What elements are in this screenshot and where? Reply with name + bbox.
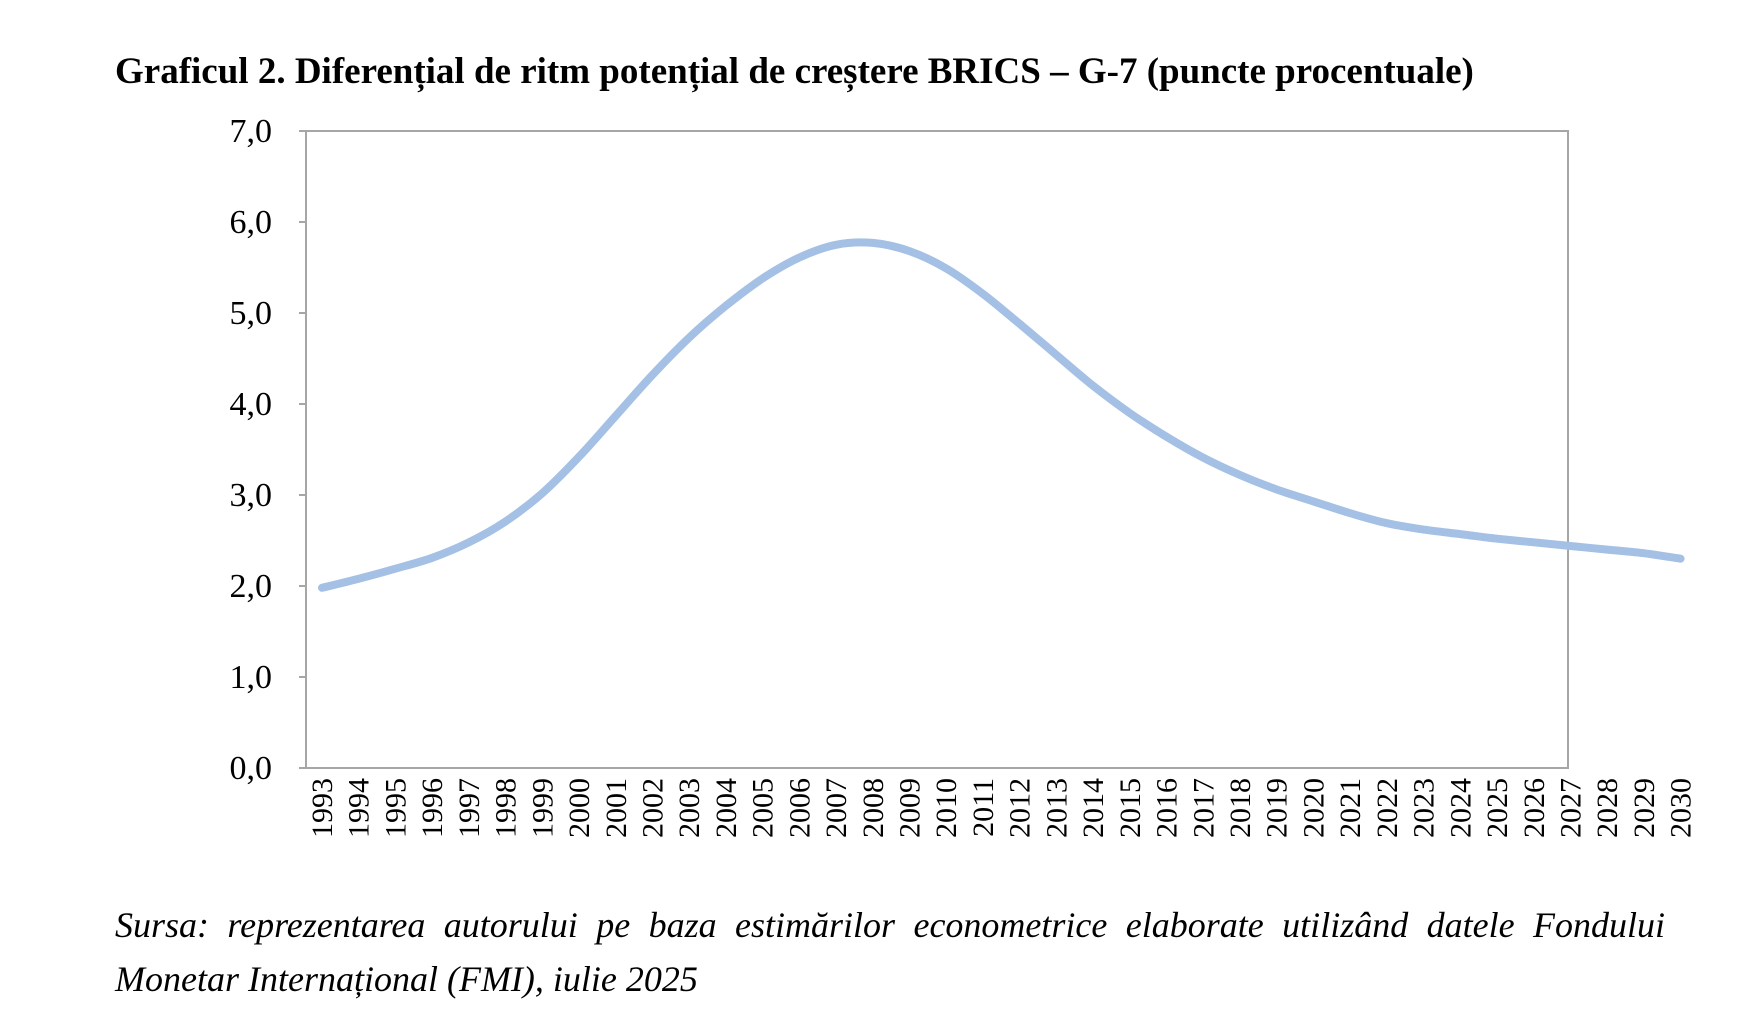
data-point <box>540 491 544 495</box>
y-tick-label: 7,0 <box>230 113 273 150</box>
data-point <box>320 586 324 590</box>
data-point <box>1091 384 1095 388</box>
data-point <box>687 336 691 340</box>
x-tick-label: 2003 <box>673 778 706 838</box>
series-layer <box>318 238 1685 592</box>
x-tick-label: 2028 <box>1591 778 1624 838</box>
data-point <box>504 519 508 523</box>
x-tick-label: 2025 <box>1481 778 1514 838</box>
x-tick-label: 2010 <box>930 778 963 838</box>
data-point <box>871 241 875 245</box>
line-chart: 0,01,02,03,04,05,06,07,0 1993 1994 1995 199… <box>230 113 1698 838</box>
data-point <box>724 304 728 308</box>
y-axis-ticks: 0,0 1,0 2,0 3,0 4,0 5,0 6,0 7,0 <box>230 113 273 787</box>
x-tick-label: 2006 <box>783 778 816 838</box>
data-point <box>1532 540 1536 544</box>
data-point <box>1238 473 1242 477</box>
x-tick-label: 1995 <box>379 778 412 838</box>
x-tick-label: 2008 <box>857 778 890 838</box>
series-line <box>318 238 1685 592</box>
data-point <box>1422 528 1426 532</box>
x-tick-label: 2015 <box>1114 778 1147 838</box>
x-tick-label: 2012 <box>1004 778 1037 838</box>
data-point <box>1679 557 1683 561</box>
data-point <box>1165 435 1169 439</box>
x-tick-label: 2017 <box>1187 778 1220 838</box>
axes <box>299 130 1569 769</box>
x-tick-label: 2030 <box>1665 778 1698 838</box>
x-tick-label: 2011 <box>967 778 1000 837</box>
y-tick-label: 6,0 <box>230 204 273 241</box>
data-point <box>944 266 948 270</box>
x-tick-label: 2019 <box>1261 778 1294 838</box>
y-tick-label: 3,0 <box>230 477 273 514</box>
data-point <box>430 556 434 560</box>
x-tick-label: 2009 <box>894 778 927 838</box>
data-point <box>1348 511 1352 515</box>
x-tick-label: 1996 <box>416 778 449 838</box>
data-point <box>1605 548 1609 552</box>
data-point <box>1201 456 1205 460</box>
x-tick-label: 2023 <box>1408 778 1441 838</box>
x-tick-label: 2024 <box>1444 778 1477 838</box>
data-point <box>1128 411 1132 415</box>
x-tick-label: 2013 <box>1040 778 1073 838</box>
data-point <box>981 292 985 296</box>
x-tick-label: 2020 <box>1297 778 1330 838</box>
data-point <box>614 414 618 418</box>
x-tick-label: 1993 <box>306 778 339 838</box>
x-tick-label: 2018 <box>1224 778 1257 838</box>
data-point <box>1275 488 1279 492</box>
data-point <box>908 249 912 253</box>
x-tick-label: 2004 <box>710 778 743 838</box>
x-tick-label: 2002 <box>636 778 669 838</box>
data-point <box>1495 537 1499 541</box>
x-tick-label: 2014 <box>1077 778 1110 838</box>
x-tick-label: 2001 <box>600 778 633 838</box>
data-point <box>357 577 361 581</box>
data-point <box>1311 499 1315 503</box>
x-tick-label: 1999 <box>526 778 559 838</box>
data-point <box>1642 551 1646 555</box>
plot-area-frame <box>305 130 1569 769</box>
data-point <box>1018 322 1022 326</box>
x-axis-ticks: 1993 1994 1995 1996 1997 1998 1999 2000 2001 2002… <box>306 778 1698 838</box>
x-tick-label: 1994 <box>343 778 376 838</box>
data-point <box>761 276 765 280</box>
data-point <box>797 255 801 259</box>
x-tick-label: 2005 <box>747 778 780 838</box>
data-point <box>834 243 838 247</box>
x-tick-label: 2007 <box>820 778 853 838</box>
x-tick-label: 2027 <box>1554 778 1587 838</box>
x-tick-label: 1998 <box>490 778 523 838</box>
x-tick-label: 2022 <box>1371 778 1404 838</box>
data-point <box>393 567 397 571</box>
x-tick-label: 2021 <box>1334 778 1367 838</box>
y-tick-label: 1,0 <box>230 659 273 696</box>
x-tick-label: 2000 <box>563 778 596 838</box>
data-point <box>1458 532 1462 536</box>
y-tick-label: 4,0 <box>230 386 273 423</box>
x-tick-label: 2029 <box>1628 778 1661 838</box>
y-tick-label: 2,0 <box>230 568 273 605</box>
x-tick-label: 2026 <box>1518 778 1551 838</box>
data-point <box>1385 521 1389 525</box>
x-tick-label: 1997 <box>453 778 486 838</box>
y-tick-label: 5,0 <box>230 295 273 332</box>
data-point <box>1054 353 1058 357</box>
data-point <box>467 540 471 544</box>
data-point <box>650 373 654 377</box>
data-point <box>1568 544 1572 548</box>
y-tick-label: 0,0 <box>230 750 273 787</box>
x-tick-label: 2016 <box>1151 778 1184 838</box>
data-point <box>577 455 581 459</box>
chart-title: Graficul 2. Diferențial de ritm potenția… <box>115 51 1474 92</box>
source-note: Sursa: reprezentarea autorului pe baza e… <box>115 905 1665 999</box>
